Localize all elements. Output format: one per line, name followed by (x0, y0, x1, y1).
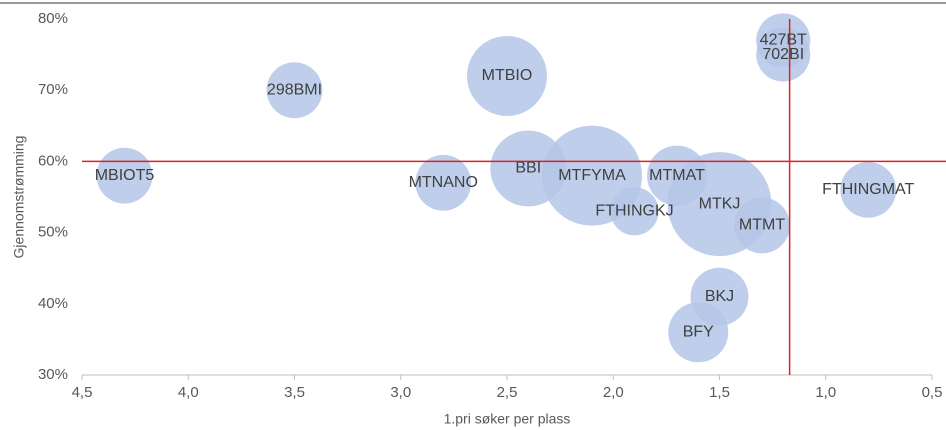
bubble-label: MTFYMA (558, 167, 626, 184)
bubble-label: MBIOT5 (95, 167, 155, 184)
bubble-label: 702BI (762, 46, 804, 63)
bubble-label: FTHINGKJ (595, 202, 673, 219)
bubble (467, 35, 547, 116)
bubble (266, 62, 323, 119)
x-tick-label: 2,5 (497, 384, 518, 401)
x-tick-label: 0,5 (922, 384, 943, 401)
bubble-label: 427BT (760, 32, 807, 49)
x-tick-label: 2,0 (603, 384, 624, 401)
bubble (756, 27, 811, 82)
x-tick-label: 1,5 (709, 384, 730, 401)
y-tick-label: 30% (38, 366, 68, 383)
x-tick-label: 4,0 (178, 384, 199, 401)
bubble-label: MTNANO (409, 174, 478, 191)
x-axis-label: 1.pri søker per plass (444, 411, 571, 427)
bubble-label: MTMAT (649, 167, 705, 184)
bubble-label: MTMT (739, 217, 785, 234)
bubble (734, 197, 790, 254)
y-tick-label: 80% (38, 10, 68, 27)
x-tick-label: 1,0 (815, 384, 836, 401)
bubble (610, 187, 659, 236)
bubble-label: MTKJ (699, 195, 741, 212)
bubble-label: BFY (683, 323, 714, 340)
y-tick-label: 60% (38, 152, 68, 169)
bubble-label: 298BMI (267, 81, 322, 98)
y-tick-label: 40% (38, 295, 68, 312)
x-tick-label: 3,0 (390, 384, 411, 401)
bubble (668, 302, 729, 363)
y-tick-label: 50% (38, 224, 68, 241)
y-tick-label: 70% (38, 81, 68, 98)
x-tick-label: 3,5 (284, 384, 305, 401)
y-axis-label: Gjennomstrømming (11, 136, 27, 259)
bubble-label: MTBIO (482, 67, 533, 84)
bubble-label: BKJ (705, 288, 734, 305)
bubble (840, 161, 897, 218)
bubble-label: BBI (515, 160, 541, 177)
x-tick-label: 4,5 (72, 384, 93, 401)
bubble-label: FTHINGMAT (822, 181, 914, 198)
bubble (415, 154, 472, 211)
